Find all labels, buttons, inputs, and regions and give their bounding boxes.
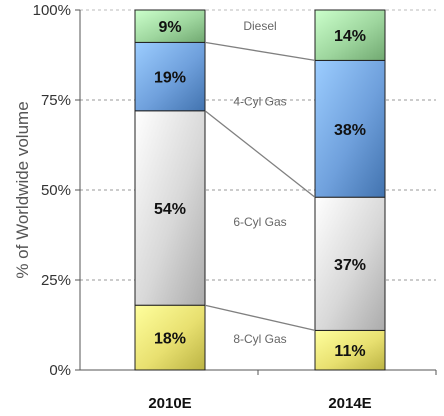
data-label-8-cyl-gas-2014e: 11%: [334, 343, 365, 360]
y-tick-label: 50%: [41, 182, 71, 199]
connector-line-4-cyl-gas: [204, 41, 316, 62]
series-label-8-cyl-gas: 8-Cyl Gas: [233, 332, 286, 346]
bar-segment-8-cyl-gas-2010e: [134, 304, 206, 371]
data-label-4-cyl-gas-2014e: 38%: [334, 122, 366, 139]
connector-lines: [204, 41, 316, 332]
data-label-8-cyl-gas-2010e: 18%: [154, 331, 186, 348]
bar-segment-4-cyl-gas-2014e: [314, 59, 386, 198]
connector-line-8-cyl-gas: [204, 304, 316, 332]
x-category-label: 2014E: [328, 395, 371, 412]
bar-segment-diesel-2014e: [314, 9, 386, 61]
bar-segment-8-cyl-gas-2014e: [314, 329, 386, 371]
data-label-diesel-2010e: 9%: [158, 19, 181, 36]
y-tick-label: 75%: [41, 92, 71, 109]
bar-segment-diesel-2010e: [134, 9, 206, 43]
bar-segment-6-cyl-gas-2010e: [134, 110, 206, 306]
bars: [134, 9, 386, 371]
series-label-6-cyl-gas: 6-Cyl Gas: [233, 215, 286, 229]
data-label-6-cyl-gas-2014e: 37%: [334, 257, 366, 274]
data-label-6-cyl-gas-2010e: 54%: [154, 201, 186, 218]
y-tick-label: 100%: [33, 2, 71, 19]
data-label-diesel-2014e: 14%: [334, 28, 366, 45]
labels: 0% 25% 50% 75% 100% 18% 54% 19% 9% 2010E 11% 37% 38%…: [33, 2, 372, 412]
x-category-label: 2010E: [148, 395, 191, 412]
series-label-diesel: Diesel: [243, 19, 276, 33]
data-label-4-cyl-gas-2010e: 19%: [154, 70, 186, 87]
bar-segment-6-cyl-gas-2014e: [314, 196, 386, 331]
y-tick-label: 25%: [41, 272, 71, 289]
connector-line-6-cyl-gas: [204, 110, 316, 198]
y-tick-label: 0%: [49, 362, 71, 379]
y-axis-title: % of Worldwide volume: [13, 101, 32, 278]
series-label-4-cyl-gas: 4-Cyl Gas: [233, 94, 286, 108]
